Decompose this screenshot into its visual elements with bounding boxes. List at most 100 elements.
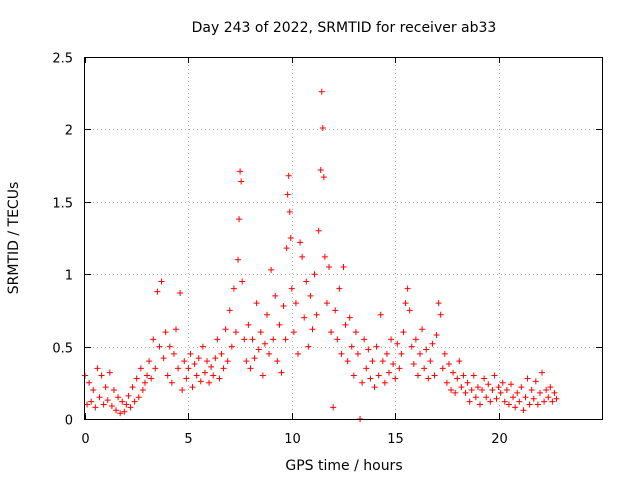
data-point	[295, 350, 302, 357]
data-point	[232, 329, 239, 336]
data-point	[160, 355, 167, 362]
data-point	[381, 379, 388, 386]
data-point	[458, 384, 465, 391]
data-point	[191, 360, 198, 367]
data-point	[121, 408, 128, 415]
data-point	[129, 384, 136, 391]
data-point	[390, 360, 397, 367]
data-point	[243, 358, 250, 365]
x-axis-title: GPS time / hours	[285, 458, 402, 474]
data-point	[88, 398, 95, 405]
data-point	[464, 379, 471, 386]
data-point	[332, 307, 339, 314]
data-point	[508, 381, 515, 388]
data-point	[466, 398, 473, 405]
data-point	[338, 350, 345, 357]
data-point	[230, 285, 237, 292]
data-point	[404, 285, 411, 292]
data-point	[539, 369, 546, 376]
data-point	[427, 358, 434, 365]
data-point	[106, 369, 113, 376]
data-point	[319, 124, 326, 131]
data-point	[175, 365, 182, 372]
data-point	[241, 336, 248, 343]
data-point	[421, 365, 428, 372]
data-point	[292, 300, 299, 307]
x-tick-label: 15	[387, 432, 404, 447]
data-point	[154, 288, 161, 295]
data-point	[541, 398, 548, 405]
data-point	[479, 387, 486, 394]
data-point	[285, 172, 292, 179]
data-point	[193, 372, 200, 379]
data-point	[224, 358, 231, 365]
data-point	[226, 307, 233, 314]
data-point	[212, 355, 219, 362]
data-point	[228, 343, 235, 350]
data-point	[270, 336, 277, 343]
data-point	[253, 300, 260, 307]
data-point	[266, 350, 273, 357]
data-point	[216, 375, 223, 382]
data-point	[274, 358, 281, 365]
data-point	[108, 402, 115, 409]
data-point	[359, 379, 366, 386]
data-point	[402, 300, 409, 307]
data-point	[363, 365, 370, 372]
data-point	[247, 365, 254, 372]
data-point	[419, 326, 426, 333]
data-point	[441, 350, 448, 357]
data-point	[528, 387, 535, 394]
x-tick-label: 5	[184, 432, 192, 447]
data-point	[398, 350, 405, 357]
y-tick-label: 0.5	[52, 342, 73, 357]
data-point	[235, 256, 242, 263]
data-point	[125, 392, 132, 399]
data-point	[412, 336, 419, 343]
data-point	[470, 372, 477, 379]
data-point	[545, 394, 552, 401]
data-point	[146, 358, 153, 365]
data-point	[406, 307, 413, 314]
data-point	[431, 372, 438, 379]
data-point	[204, 358, 211, 365]
data-point	[375, 372, 382, 379]
data-point	[102, 384, 109, 391]
data-point	[462, 389, 469, 396]
data-point	[299, 253, 306, 260]
data-point	[214, 336, 221, 343]
data-point	[290, 329, 297, 336]
data-point	[371, 384, 378, 391]
data-point	[410, 360, 417, 367]
data-point	[98, 372, 105, 379]
data-point	[439, 365, 446, 372]
data-point	[162, 329, 169, 336]
data-point	[392, 375, 399, 382]
data-point	[485, 381, 492, 388]
data-point	[206, 379, 213, 386]
data-point	[445, 360, 452, 367]
x-tick-label: 0	[81, 432, 89, 447]
data-point	[218, 350, 225, 357]
data-point	[452, 389, 459, 396]
tick-labels: 0 5 10 15 20 0 0.5 1 1.5 2 2.5	[52, 52, 507, 448]
data-point	[187, 350, 194, 357]
data-point	[501, 398, 508, 405]
data-point	[96, 394, 103, 401]
data-point	[287, 235, 294, 241]
data-point	[468, 387, 475, 394]
data-point	[303, 278, 310, 285]
data-point	[503, 387, 510, 394]
data-point	[210, 372, 217, 379]
y-tick-label: 1	[65, 269, 73, 284]
data-point	[172, 326, 179, 333]
data-point	[249, 336, 256, 343]
data-point	[317, 166, 324, 173]
data-point	[110, 387, 117, 394]
data-point	[330, 404, 337, 411]
data-point	[394, 340, 401, 347]
y-tick-label: 2.5	[52, 52, 73, 67]
data-point	[152, 365, 159, 372]
data-point	[115, 394, 122, 401]
data-point	[481, 375, 488, 382]
